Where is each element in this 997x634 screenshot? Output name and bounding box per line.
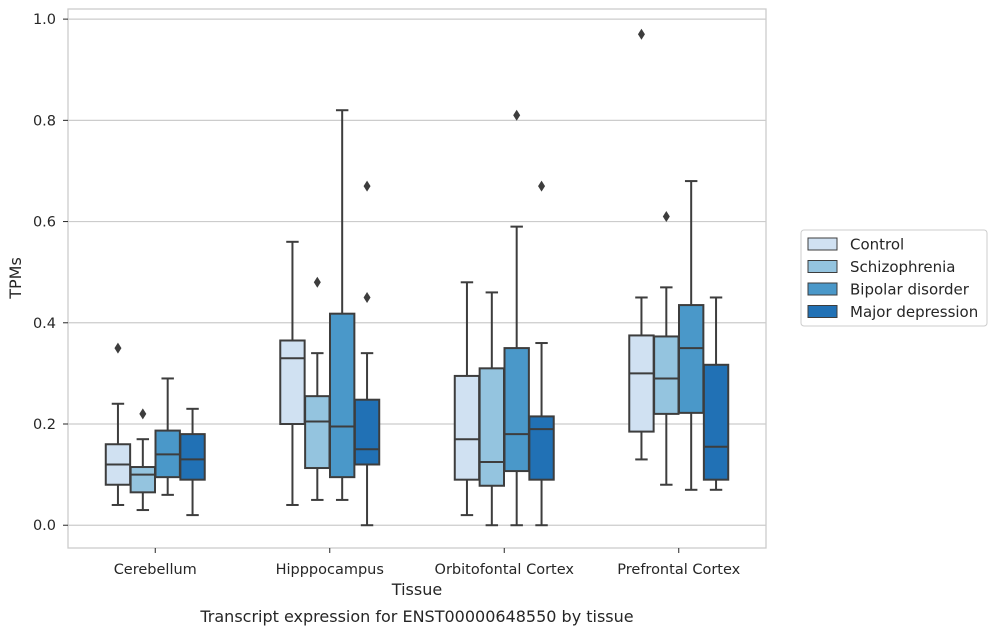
box-body	[478, 367, 506, 487]
legend-items: Control Schizophrenia Bipolar disorder Majo…	[807, 236, 978, 321]
box-bipolar-disorder	[503, 109, 530, 527]
outlier-point	[139, 408, 147, 420]
box-body	[328, 312, 356, 479]
legend-label: Major depression	[850, 303, 978, 321]
plot-frame	[67, 8, 767, 549]
box-body	[304, 395, 331, 470]
chart-caption: Transcript expression for ENST0000064855…	[199, 607, 633, 626]
plot-boxes	[104, 28, 730, 527]
legend-swatch	[807, 282, 838, 296]
legend-swatch	[807, 260, 838, 273]
box-body	[702, 363, 730, 481]
box-body	[528, 415, 555, 481]
box-schizophrenia	[129, 408, 157, 512]
box-control	[104, 342, 132, 506]
box-schizophrenia	[478, 291, 506, 527]
y-axis-ticks: 0.0 0.2 0.4 0.6 0.8 1.0	[33, 12, 68, 534]
outlier-point	[313, 276, 321, 288]
legend: Control Schizophrenia Bipolar disorder Majo…	[800, 229, 988, 327]
box-schizophrenia	[304, 276, 331, 501]
y-tick-label: 0.6	[33, 215, 56, 231]
x-tick-label: Orbitofontal Cortex	[435, 562, 575, 578]
box-body	[453, 374, 481, 481]
legend-swatch	[807, 305, 838, 318]
x-tick-label: Cerebellum	[114, 562, 197, 578]
y-tick-label: 1.0	[33, 12, 56, 28]
box-body	[179, 433, 206, 481]
legend-frame	[800, 229, 988, 327]
box-major-depression	[353, 180, 381, 527]
y-tick-label: 0.2	[33, 417, 56, 433]
y-tick-label: 0.0	[33, 518, 56, 534]
box-bipolar-disorder	[328, 109, 356, 501]
outlier-point	[538, 180, 546, 192]
legend-swatch	[807, 237, 838, 251]
box-body	[677, 304, 705, 414]
x-tick-label: Prefrontal Cortex	[617, 562, 740, 578]
legend-label: Control	[850, 236, 904, 254]
box-body	[353, 398, 381, 466]
legend-label: Schizophrenia	[850, 258, 955, 276]
box-major-depression	[179, 407, 206, 517]
box-bipolar-disorder	[154, 377, 181, 496]
x-axis-title: Tissue	[391, 580, 442, 599]
y-tick-label: 0.4	[33, 316, 56, 332]
box-schizophrenia	[653, 211, 680, 486]
gridlines	[68, 18, 766, 526]
outlier-point	[513, 109, 521, 121]
box-control	[279, 240, 306, 506]
x-axis-ticks: Cerebellum Hipppocampus Orbitofontal Corte…	[114, 548, 741, 578]
outlier-point	[637, 28, 645, 40]
y-tick-label: 0.8	[33, 113, 56, 129]
box-control	[453, 281, 481, 517]
outlier-point	[363, 180, 371, 192]
box-body	[279, 339, 306, 426]
box-control	[628, 28, 655, 461]
outlier-point	[363, 291, 371, 303]
x-tick-label: Hipppocampus	[276, 562, 384, 578]
box-major-depression	[702, 296, 730, 491]
box-body	[653, 335, 680, 415]
box-body	[628, 334, 655, 433]
box-body	[503, 347, 530, 473]
box-major-depression	[528, 180, 555, 527]
outlier-point	[662, 211, 670, 223]
legend-label: Bipolar disorder	[850, 281, 970, 299]
box-bipolar-disorder	[677, 180, 705, 491]
outlier-point	[114, 342, 122, 354]
box-body	[129, 466, 157, 494]
y-axis-title: TPMs	[6, 257, 25, 300]
